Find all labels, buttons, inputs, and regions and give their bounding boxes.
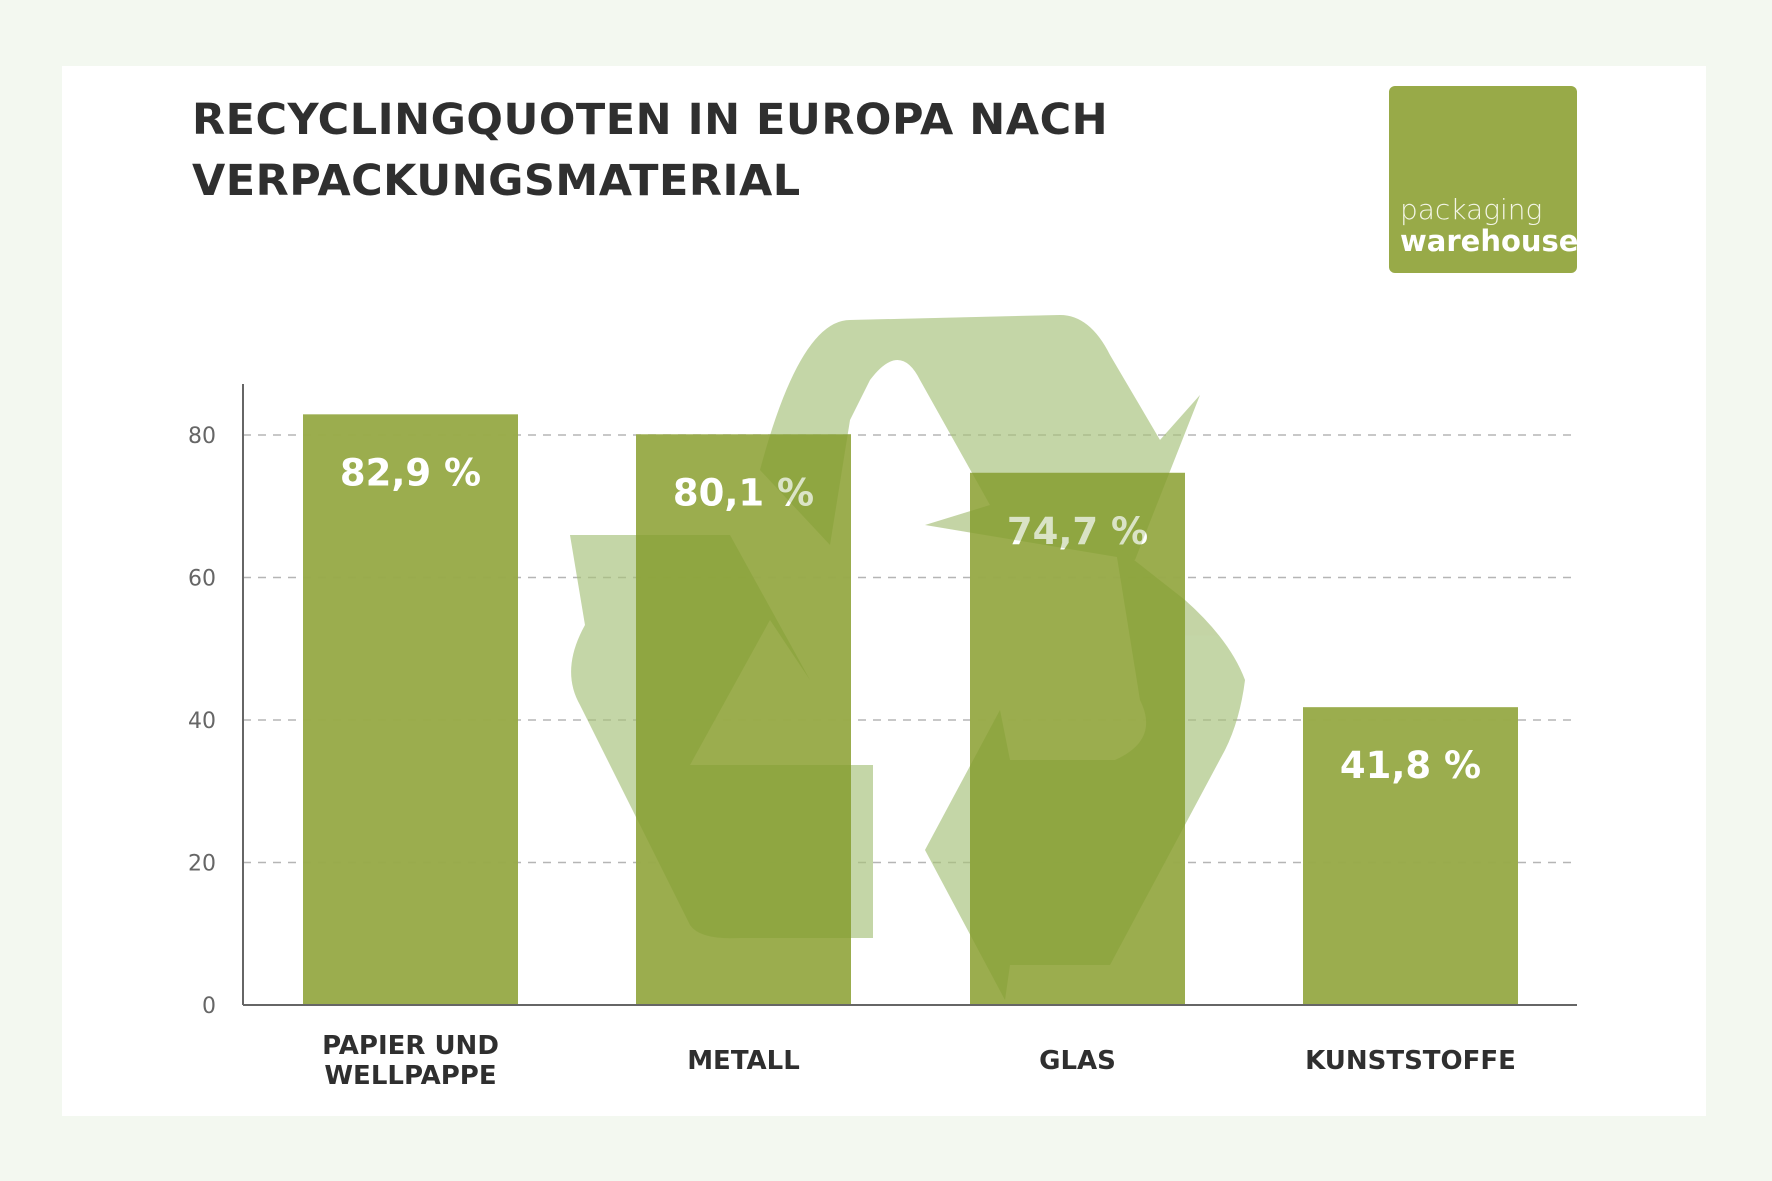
bar-value-label: 80,1 % — [673, 471, 814, 514]
recycle-icon-overlay — [570, 315, 1245, 1000]
title-line-1: RECYCLINGQUOTEN IN EUROPA NACH — [192, 95, 1109, 145]
recycle-arrow — [570, 535, 873, 939]
y-tick-label: 60 — [188, 567, 216, 592]
y-tick-label: 40 — [188, 709, 216, 734]
y-tick-label: 20 — [188, 852, 216, 877]
bar — [636, 434, 851, 1006]
title-line-2: VERPACKUNGSMATERIAL — [192, 156, 801, 206]
packaging-warehouse-logo: packaging warehouse — [1389, 86, 1579, 273]
y-tick-label: 0 — [202, 994, 216, 1019]
bar — [1303, 707, 1518, 1005]
category-label: KUNSTSTOFFE — [1305, 1046, 1516, 1076]
category-label: WELLPAPPE — [324, 1061, 496, 1091]
logo-text-warehouse: warehouse — [1400, 224, 1579, 258]
bar — [303, 414, 518, 1005]
recycle-arrow — [760, 315, 1200, 560]
recycle-arrow — [925, 545, 1245, 1000]
bar-value-label: 41,8 % — [1340, 744, 1481, 787]
y-tick-label: 80 — [188, 424, 216, 449]
bar — [970, 472, 1185, 1005]
bar-value-label: 74,7 % — [1007, 510, 1148, 553]
category-label: METALL — [687, 1046, 800, 1076]
bar-value-label: 82,9 % — [340, 451, 481, 494]
logo-text-packaging: packaging — [1400, 193, 1543, 226]
chart-title: RECYCLINGQUOTEN IN EUROPA NACH VERPACKUN… — [192, 90, 1108, 212]
category-label: PAPIER UND — [322, 1031, 499, 1061]
category-label: GLAS — [1039, 1046, 1116, 1076]
